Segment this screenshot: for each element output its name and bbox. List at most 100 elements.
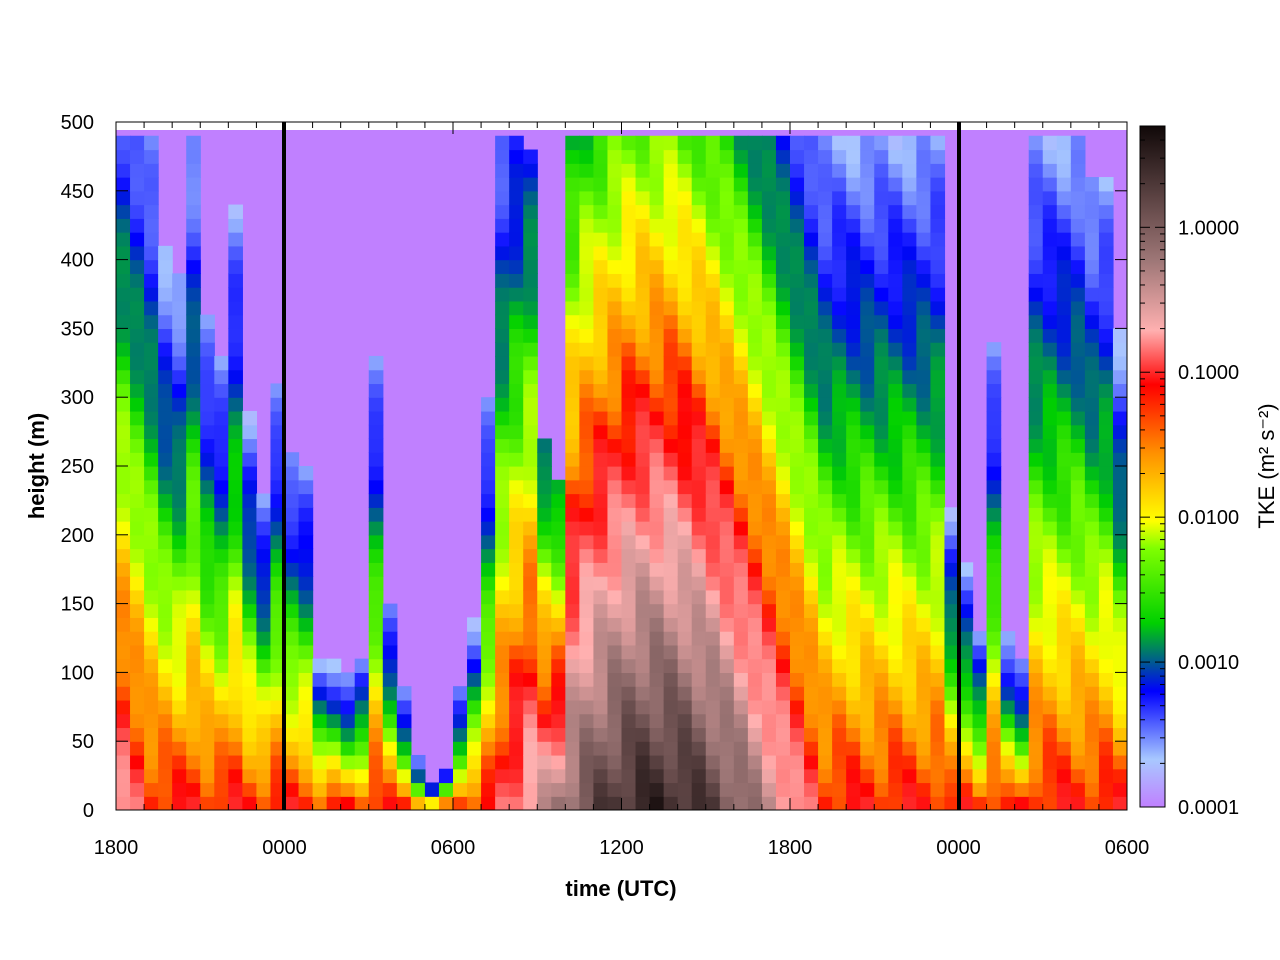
heatmap-cell	[1098, 534, 1114, 550]
heatmap-cell	[649, 273, 665, 288]
heatmap-cell	[761, 204, 777, 219]
heatmap-cell	[551, 479, 566, 495]
heatmap-cell	[382, 686, 398, 701]
heatmap-cell	[340, 796, 356, 810]
heatmap-cell	[705, 562, 721, 577]
heatmap-cell	[663, 686, 679, 701]
heatmap-cell	[846, 135, 861, 151]
heatmap-cell	[326, 782, 342, 797]
heatmap-cell	[144, 644, 159, 660]
heatmap-cell	[916, 562, 932, 577]
heatmap-cell	[186, 658, 201, 673]
heatmap-cell	[874, 782, 889, 797]
heatmap-cell	[607, 287, 623, 302]
heatmap-cell	[186, 686, 201, 701]
heatmap-cell	[649, 658, 665, 673]
heatmap-cell	[242, 782, 258, 797]
heatmap-cell	[579, 369, 595, 385]
heatmap-cell	[284, 466, 300, 481]
heatmap-cell	[860, 397, 875, 412]
heatmap-cell	[958, 727, 974, 742]
x-tick-label: 0600	[1105, 837, 1150, 859]
heatmap-cell	[930, 754, 946, 770]
heatmap-cell	[775, 190, 791, 206]
heatmap-cell	[846, 741, 861, 756]
heatmap-cell	[509, 782, 524, 797]
heatmap-cell	[775, 754, 791, 770]
heatmap-cell	[481, 521, 496, 536]
heatmap-cell	[663, 727, 679, 742]
heatmap-cell	[481, 658, 496, 673]
heatmap-cell	[186, 479, 201, 495]
heatmap-cell	[270, 589, 286, 605]
heatmap-cell	[593, 562, 609, 577]
heatmap-cell	[228, 245, 243, 261]
heatmap-cell	[761, 190, 777, 206]
heatmap-cell	[733, 149, 749, 164]
heatmap-cell	[832, 672, 847, 687]
heatmap-cell	[846, 699, 861, 715]
heatmap-cell	[663, 713, 679, 729]
heatmap-cell	[1098, 204, 1114, 219]
heatmap-cell	[719, 644, 735, 660]
heatmap-cell	[382, 796, 398, 810]
heatmap-cell	[130, 314, 145, 329]
heatmap-cell	[593, 493, 609, 508]
heatmap-cell	[495, 466, 510, 481]
heatmap-cell	[719, 768, 735, 784]
heatmap-cell	[144, 342, 159, 357]
heatmap-cell	[719, 658, 735, 673]
heatmap-cell	[804, 782, 819, 797]
heatmap-cell	[846, 273, 861, 288]
heatmap-cell	[579, 190, 595, 206]
heatmap-cell	[733, 177, 749, 192]
heatmap-cell	[832, 768, 847, 784]
heatmap-cell	[116, 259, 131, 274]
heatmap-cell	[902, 493, 917, 508]
heatmap-cell	[860, 562, 875, 577]
heatmap-cell	[649, 466, 665, 481]
heatmap-cell	[832, 190, 847, 206]
heatmap-cell	[804, 658, 819, 673]
heatmap-cell	[1098, 631, 1114, 646]
heatmap-cell	[733, 507, 749, 522]
heatmap-cell	[284, 672, 300, 687]
heatmap-cell	[930, 493, 946, 508]
heatmap-cell	[144, 589, 159, 605]
heatmap-cell	[298, 562, 314, 577]
heatmap-cell	[270, 521, 286, 536]
heatmap-cell	[761, 342, 777, 357]
heatmap-cell	[846, 727, 861, 742]
heatmap-cell	[144, 355, 159, 371]
heatmap-cell	[846, 328, 861, 343]
heatmap-cell	[790, 727, 805, 742]
heatmap-cell	[509, 314, 524, 329]
heatmap-cell	[902, 727, 917, 742]
heatmap-cell	[200, 562, 215, 577]
heatmap-cell	[1042, 782, 1058, 797]
heatmap-cell	[958, 562, 974, 577]
heatmap-cell	[874, 163, 889, 178]
heatmap-cell	[1056, 603, 1072, 618]
heatmap-cell	[930, 300, 946, 316]
heatmap-cell	[467, 741, 482, 756]
heatmap-cell	[523, 768, 538, 784]
heatmap-cell	[1084, 259, 1100, 274]
heatmap-cell	[790, 190, 805, 206]
heatmap-cell	[804, 713, 819, 729]
heatmap-cell	[1070, 548, 1086, 563]
heatmap-cell	[256, 534, 272, 550]
heatmap-cell	[986, 369, 1002, 385]
heatmap-cell	[1084, 204, 1100, 219]
heatmap-cell	[1056, 686, 1072, 701]
heatmap-cell	[635, 259, 651, 274]
heatmap-cell	[747, 342, 763, 357]
heatmap-cell	[621, 562, 637, 577]
heatmap-cell	[368, 507, 384, 522]
heatmap-cell	[1098, 617, 1114, 632]
heatmap-cell	[1070, 232, 1086, 247]
heatmap-cell	[930, 617, 946, 632]
heatmap-cell	[1056, 355, 1072, 371]
heatmap-cell	[916, 631, 932, 646]
heatmap-cell	[368, 617, 384, 632]
